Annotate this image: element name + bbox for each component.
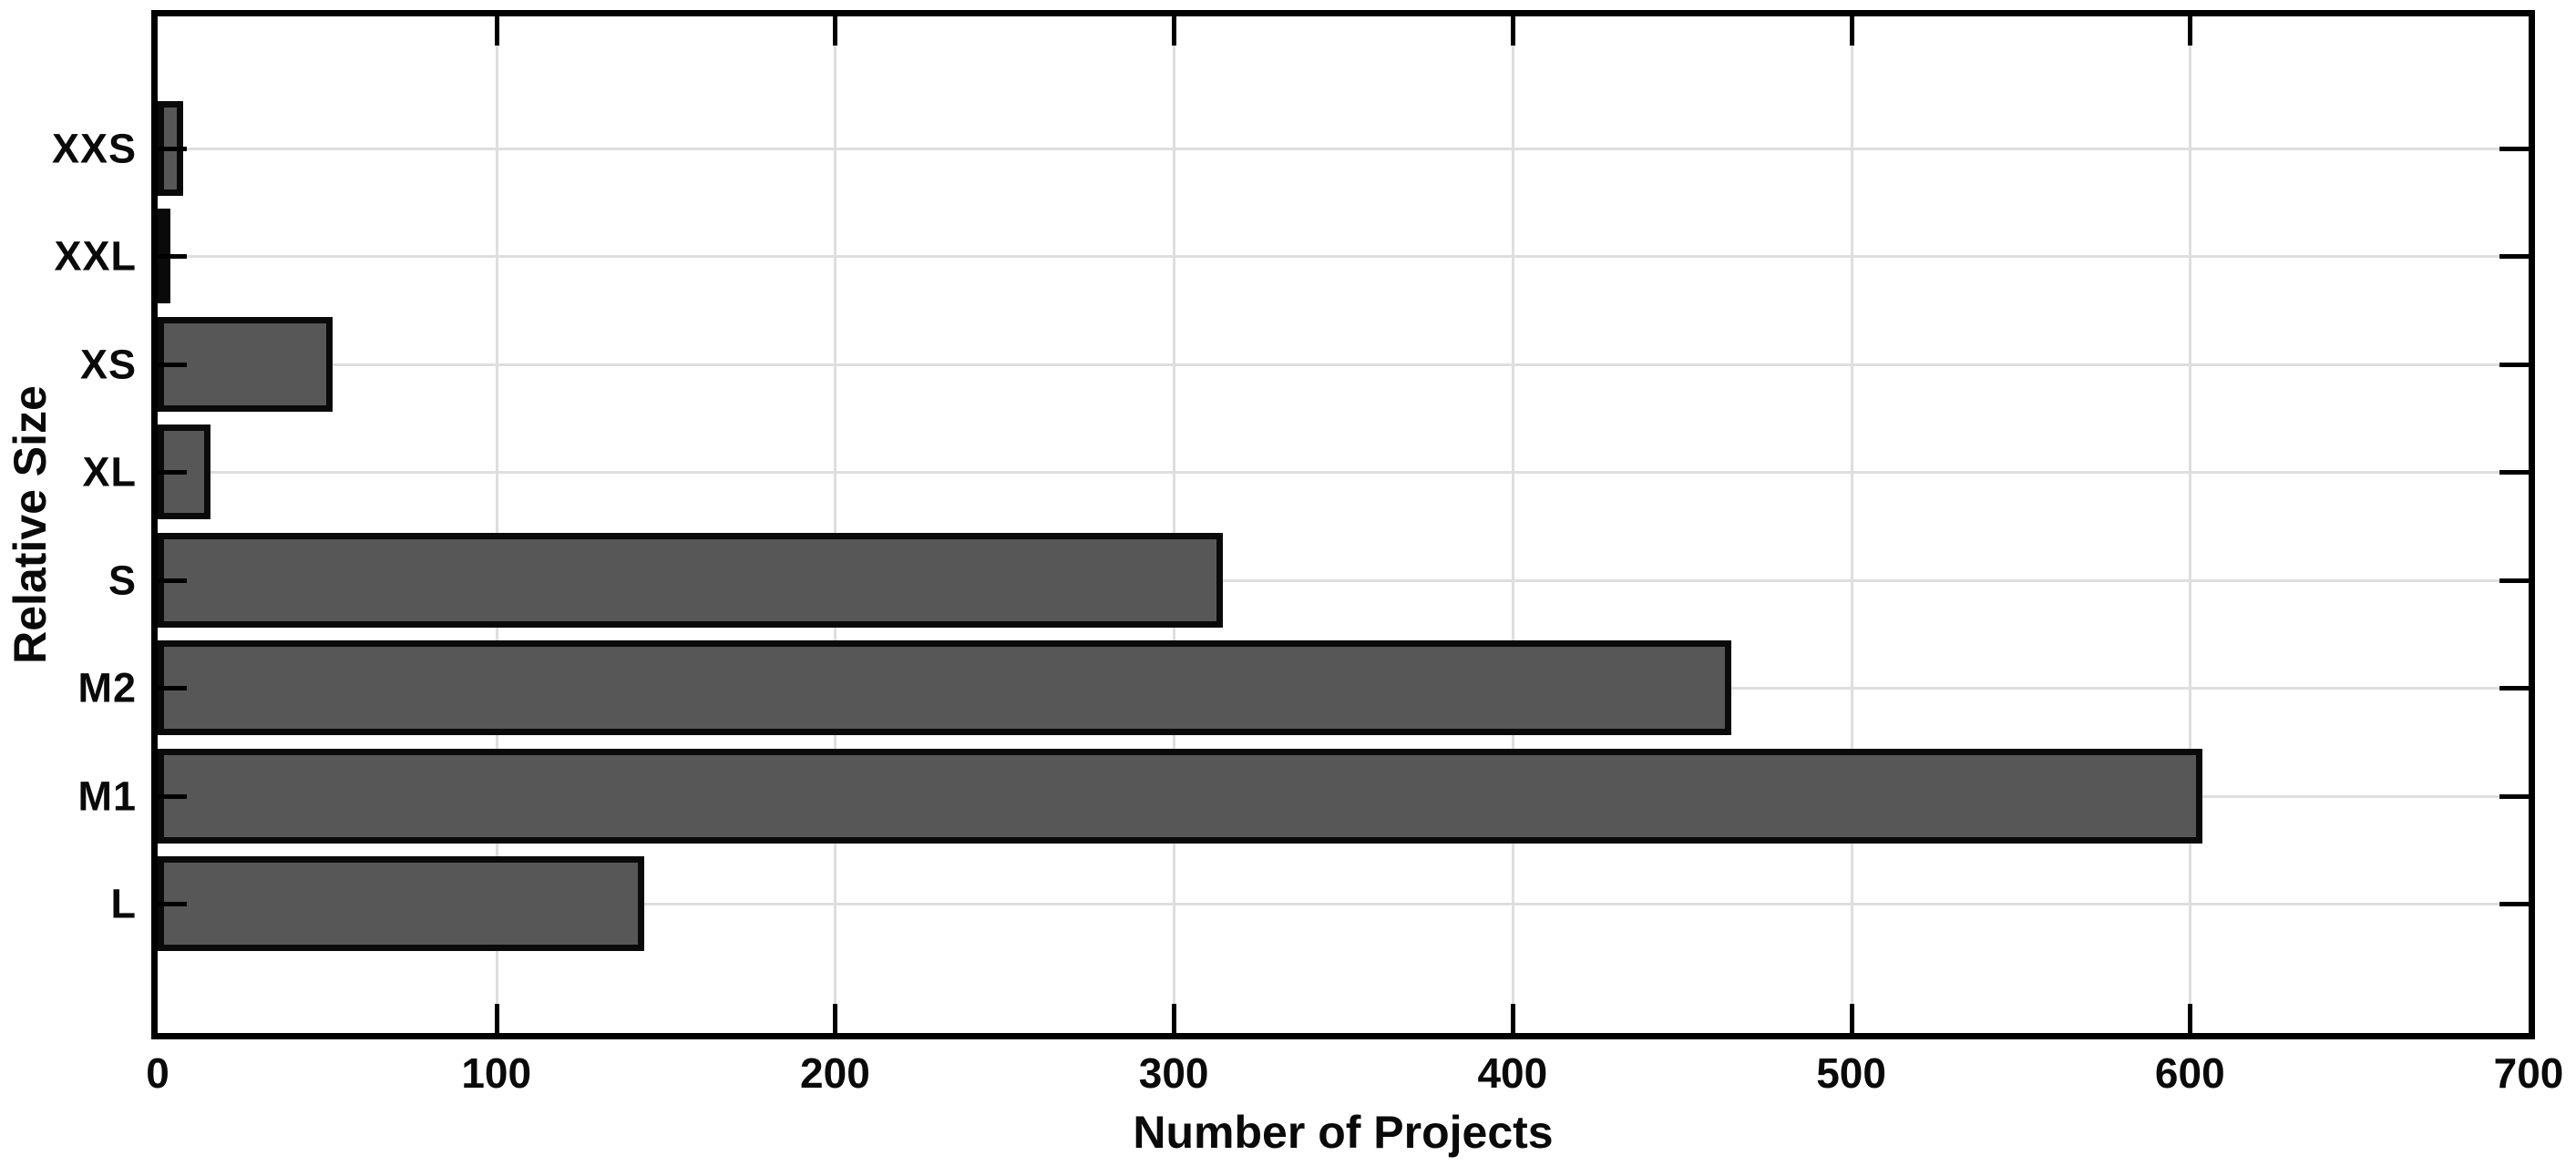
x-tick-label: 600 — [2154, 1049, 2225, 1097]
y-axis-title: Relative Size — [5, 385, 56, 664]
x-axis-tick-bottom — [494, 1004, 499, 1033]
x-gridline — [1850, 16, 1853, 1033]
x-axis-tick-top — [833, 16, 838, 46]
x-axis-tick-bottom — [1849, 1004, 1854, 1033]
x-gridline — [834, 16, 837, 1033]
y-axis-tick-left — [158, 902, 187, 906]
y-tick-label-xxs: XXS — [51, 125, 137, 172]
y-gridline — [158, 148, 2529, 150]
x-tick-label: 700 — [2493, 1049, 2564, 1097]
x-axis-tick-top — [1849, 16, 1854, 46]
y-tick-label-m2: M2 — [77, 664, 137, 711]
y-gridline — [158, 903, 2529, 905]
x-tick-label: 0 — [146, 1049, 169, 1097]
x-tick-label: 100 — [461, 1049, 532, 1097]
plot-area — [151, 10, 2535, 1039]
x-axis-tick-top — [494, 16, 499, 46]
x-axis-tick-bottom — [1172, 1004, 1177, 1033]
x-axis-tick-bottom — [1510, 1004, 1515, 1033]
y-tick-label-xl: XL — [82, 448, 137, 496]
x-tick-label: 300 — [1138, 1049, 1209, 1097]
y-tick-label-s: S — [108, 557, 137, 604]
x-axis-tick-top — [2188, 16, 2193, 46]
x-gridline — [2189, 16, 2192, 1033]
y-axis-tick-right — [2499, 147, 2529, 151]
x-tick-label: 400 — [1477, 1049, 1548, 1097]
y-axis-tick-left — [158, 362, 187, 367]
bar-m2 — [158, 640, 1732, 736]
y-axis-tick-right — [2499, 793, 2529, 799]
x-axis-title: Number of Projects — [1133, 1107, 1554, 1158]
x-tick-label: 500 — [1816, 1049, 1886, 1097]
y-axis-tick-left — [158, 686, 187, 691]
x-axis-tick-bottom — [833, 1004, 838, 1033]
y-axis-tick-right — [2499, 902, 2529, 906]
y-gridline — [158, 471, 2529, 475]
y-axis-tick-right — [2499, 578, 2529, 583]
y-axis-tick-left — [158, 147, 187, 151]
x-axis-tick-top — [1172, 16, 1177, 46]
y-axis-tick-left — [158, 254, 187, 260]
y-tick-label-l: L — [110, 880, 137, 927]
y-gridline — [158, 578, 2529, 582]
x-gridline — [1511, 16, 1514, 1033]
x-axis-tick-bottom — [2188, 1004, 2193, 1033]
x-gridline — [495, 16, 498, 1033]
y-tick-label-xxl: XXL — [54, 232, 137, 280]
y-axis-tick-left — [158, 470, 187, 476]
x-axis-tick-top — [1510, 16, 1515, 46]
y-gridline — [158, 255, 2529, 259]
y-axis-tick-right — [2499, 362, 2529, 367]
y-tick-label-xs: XS — [79, 341, 137, 388]
y-axis-tick-right — [2499, 470, 2529, 476]
bar-s — [158, 532, 1224, 628]
bar-xs — [158, 316, 333, 412]
y-axis-tick-left — [158, 578, 187, 583]
y-tick-label-m1: M1 — [77, 772, 137, 820]
y-axis-tick-left — [158, 793, 187, 799]
x-gridline — [1173, 16, 1176, 1033]
bar-l — [158, 856, 644, 951]
y-axis-tick-right — [2499, 686, 2529, 691]
bar-m1 — [158, 748, 2202, 844]
y-gridline — [158, 363, 2529, 366]
y-axis-tick-right — [2499, 254, 2529, 260]
x-tick-label: 200 — [800, 1049, 870, 1097]
